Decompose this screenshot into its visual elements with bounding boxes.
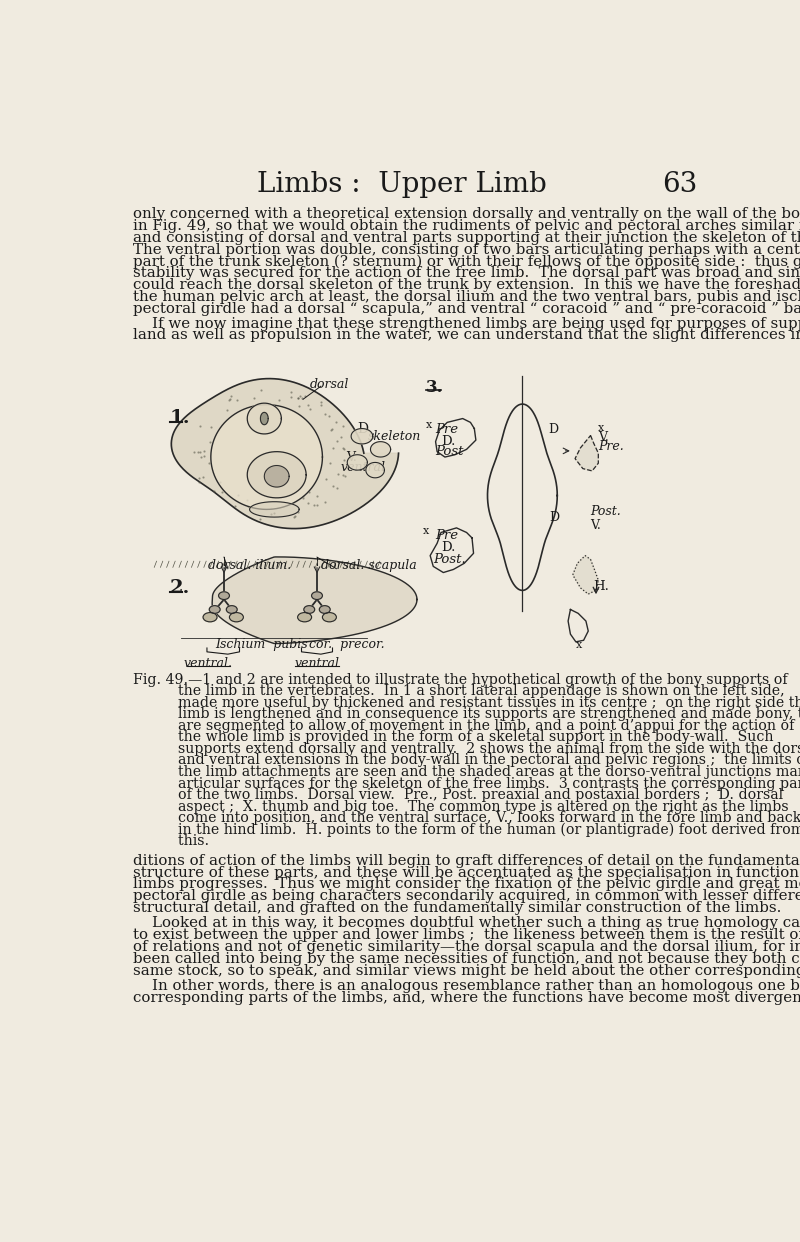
Text: pectoral girdle had a dorsal “ scapula,” and ventral “ coracoid ” and “ pre-cora: pectoral girdle had a dorsal “ scapula,”… (133, 302, 800, 317)
Text: to exist between the upper and lower limbs ;  the likeness between them is the r: to exist between the upper and lower lim… (133, 928, 800, 943)
Text: part of the trunk skeleton (? sternum) or with their fellows of the opposite sid: part of the trunk skeleton (? sternum) o… (133, 255, 800, 270)
Text: the limb attachments are seen and the shaded areas at the dorso-ventral junction: the limb attachments are seen and the sh… (160, 765, 800, 779)
Text: In other words, there is an analogous resemblance rather than an homologous one : In other words, there is an analogous re… (133, 979, 800, 994)
Text: D.: D. (441, 542, 455, 554)
Text: pectoral girdle as being characters secondarily acquired, in common with lesser : pectoral girdle as being characters seco… (133, 889, 800, 903)
Text: Pre: Pre (435, 424, 458, 436)
Text: Pre.: Pre. (598, 440, 624, 453)
Text: made more useful by thickened and resistant tissues in its centre ;  on the righ: made more useful by thickened and resist… (160, 696, 800, 709)
Text: ventral: ventral (294, 657, 339, 671)
Text: and ventral extensions in the body-wall in the pectoral and pelvic regions ;  th: and ventral extensions in the body-wall … (160, 754, 800, 768)
Text: only concerned with a theoretical extension dorsally and ventrally on the wall o: only concerned with a theoretical extens… (133, 206, 800, 221)
Text: corresponding parts of the limbs, and, where the functions have become most dive: corresponding parts of the limbs, and, w… (133, 991, 800, 1005)
Polygon shape (171, 379, 398, 529)
Text: the human pelvic arch at least, the dorsal ilium and the two ventral bars, pubis: the human pelvic arch at least, the dors… (133, 291, 800, 304)
Text: and consisting of dorsal and ventral parts supporting at their junction the skel: and consisting of dorsal and ventral par… (133, 231, 800, 245)
Text: Ischium  pubis: Ischium pubis (214, 638, 307, 651)
Text: If we now imagine that these strengthened limbs are being used for purposes of s: If we now imagine that these strengthene… (133, 317, 800, 330)
Polygon shape (247, 404, 282, 433)
Text: in the hind limb.  H. points to the form of the human (or plantigrade) foot deri: in the hind limb. H. points to the form … (160, 822, 800, 837)
Polygon shape (575, 436, 598, 471)
Text: x: x (598, 424, 605, 433)
Text: 2.: 2. (170, 579, 190, 596)
Text: limbs progresses.  Thus we might consider the fixation of the pelvic girdle and : limbs progresses. Thus we might consider… (133, 877, 800, 892)
Text: the whole limb is provided in the form of a skeletal support in the body-wall.  : the whole limb is provided in the form o… (160, 730, 773, 744)
Polygon shape (264, 466, 289, 487)
Polygon shape (261, 412, 268, 425)
Text: been called into being by the same necessities of function, and not because they: been called into being by the same neces… (133, 953, 800, 966)
Text: ventral: ventral (340, 461, 386, 474)
Text: Fig. 49.—1 and 2 are intended to illustrate the hypothetical growth of the bony : Fig. 49.—1 and 2 are intended to illustr… (133, 673, 787, 687)
Text: V.: V. (590, 519, 601, 532)
Ellipse shape (322, 612, 336, 622)
Text: this.: this. (160, 835, 209, 848)
Text: x: x (426, 420, 433, 430)
Text: the limb in the vertebrates.  In 1 a short lateral appendage is shown on the lef: the limb in the vertebrates. In 1 a shor… (160, 684, 784, 698)
Ellipse shape (230, 612, 243, 622)
Ellipse shape (203, 612, 217, 622)
Ellipse shape (210, 606, 220, 614)
Text: 1.: 1. (170, 410, 190, 427)
Text: dorsal: dorsal (310, 379, 349, 391)
Text: 63: 63 (662, 171, 698, 197)
Text: ventral.: ventral. (184, 657, 233, 671)
Text: Post: Post (435, 446, 464, 458)
Polygon shape (347, 455, 367, 471)
Text: skeleton: skeleton (367, 430, 421, 443)
Text: aspect ;  X. thumb and big toe.  The common type is altered on the right as the : aspect ; X. thumb and big toe. The commo… (160, 800, 788, 814)
Ellipse shape (226, 606, 237, 614)
Text: Post.: Post. (590, 504, 621, 518)
Text: D: D (550, 510, 560, 524)
Text: limb is lengthened and in consequence its supports are strengthened and made bon: limb is lengthened and in consequence it… (160, 707, 800, 722)
Text: in Fig. 49, so that we would obtain the rudiments of pelvic and pectoral arches : in Fig. 49, so that we would obtain the … (133, 219, 800, 232)
Text: ditions of action of the limbs will begin to graft differences of detail on the : ditions of action of the limbs will begi… (133, 853, 800, 868)
Text: supports extend dorsally and ventrally.  2 shows the animal from the side with t: supports extend dorsally and ventrally. … (160, 741, 800, 756)
Ellipse shape (319, 606, 330, 614)
Text: D.: D. (441, 435, 455, 447)
Ellipse shape (311, 591, 322, 600)
Text: structure of these parts, and these will be accentuated as the specialisation in: structure of these parts, and these will… (133, 866, 800, 879)
Polygon shape (366, 462, 385, 478)
Text: are segmented to allow of movement in the limb, and a point d’appui for the acti: are segmented to allow of movement in th… (160, 719, 794, 733)
Text: stability was secured for the action of the free limb.  The dorsal part was broa: stability was secured for the action of … (133, 267, 800, 281)
Text: V.: V. (598, 431, 609, 443)
Ellipse shape (218, 591, 230, 600)
Polygon shape (250, 502, 299, 517)
Text: The ventral portion was double, consisting of two bars articulating perhaps with: The ventral portion was double, consisti… (133, 242, 800, 257)
Text: D: D (358, 422, 368, 436)
Polygon shape (487, 404, 558, 590)
Polygon shape (351, 428, 373, 443)
Text: Post.: Post. (434, 553, 466, 565)
Text: 3.: 3. (426, 379, 443, 395)
Text: structural detail, and grafted on the fundamentally similar construction of the : structural detail, and grafted on the fu… (133, 902, 781, 915)
Text: Limbs :  Upper Limb: Limbs : Upper Limb (258, 171, 547, 197)
Text: of the two limbs.  Dorsal view.  Pre., Post. preaxial and postaxial borders ;  D: of the two limbs. Dorsal view. Pre., Pos… (160, 789, 782, 802)
Text: x: x (576, 641, 582, 651)
Text: Pre: Pre (435, 529, 458, 543)
Text: of relations and not of genetic similarity—the dorsal scapula and the dorsal ili: of relations and not of genetic similari… (133, 940, 800, 954)
Text: dorsal. scapula: dorsal. scapula (321, 559, 417, 573)
Text: D: D (548, 424, 558, 436)
Text: land as well as propulsion in the water, we can understand that the slight diffe: land as well as propulsion in the water,… (133, 328, 800, 343)
Text: V.: V. (346, 451, 358, 463)
Polygon shape (430, 528, 474, 573)
Text: x: x (422, 527, 429, 537)
Polygon shape (573, 555, 598, 594)
Ellipse shape (304, 606, 314, 614)
Text: Looked at in this way, it becomes doubtful whether such a thing as true homology: Looked at in this way, it becomes doubtf… (133, 917, 800, 930)
Polygon shape (247, 452, 306, 498)
Text: come into position, and the ventral surface, V., looks forward in the fore limb : come into position, and the ventral surf… (160, 811, 800, 825)
Text: articular surfaces for the skeleton of the free limbs.  3 contrasts the correspo: articular surfaces for the skeleton of t… (160, 776, 800, 791)
Polygon shape (568, 610, 588, 642)
Ellipse shape (298, 612, 311, 622)
Text: H.: H. (594, 580, 610, 594)
Text: same stock, so to speak, and similar views might be held about the other corresp: same stock, so to speak, and similar vie… (133, 964, 800, 979)
Text: dorsal. ilium.: dorsal. ilium. (209, 559, 292, 573)
Polygon shape (370, 442, 390, 457)
Polygon shape (212, 556, 417, 643)
Text: cor.  precor.: cor. precor. (310, 638, 385, 651)
Text: could reach the dorsal skeleton of the trunk by extension.  In this we have the : could reach the dorsal skeleton of the t… (133, 278, 800, 292)
Polygon shape (435, 419, 476, 457)
Polygon shape (211, 405, 322, 509)
